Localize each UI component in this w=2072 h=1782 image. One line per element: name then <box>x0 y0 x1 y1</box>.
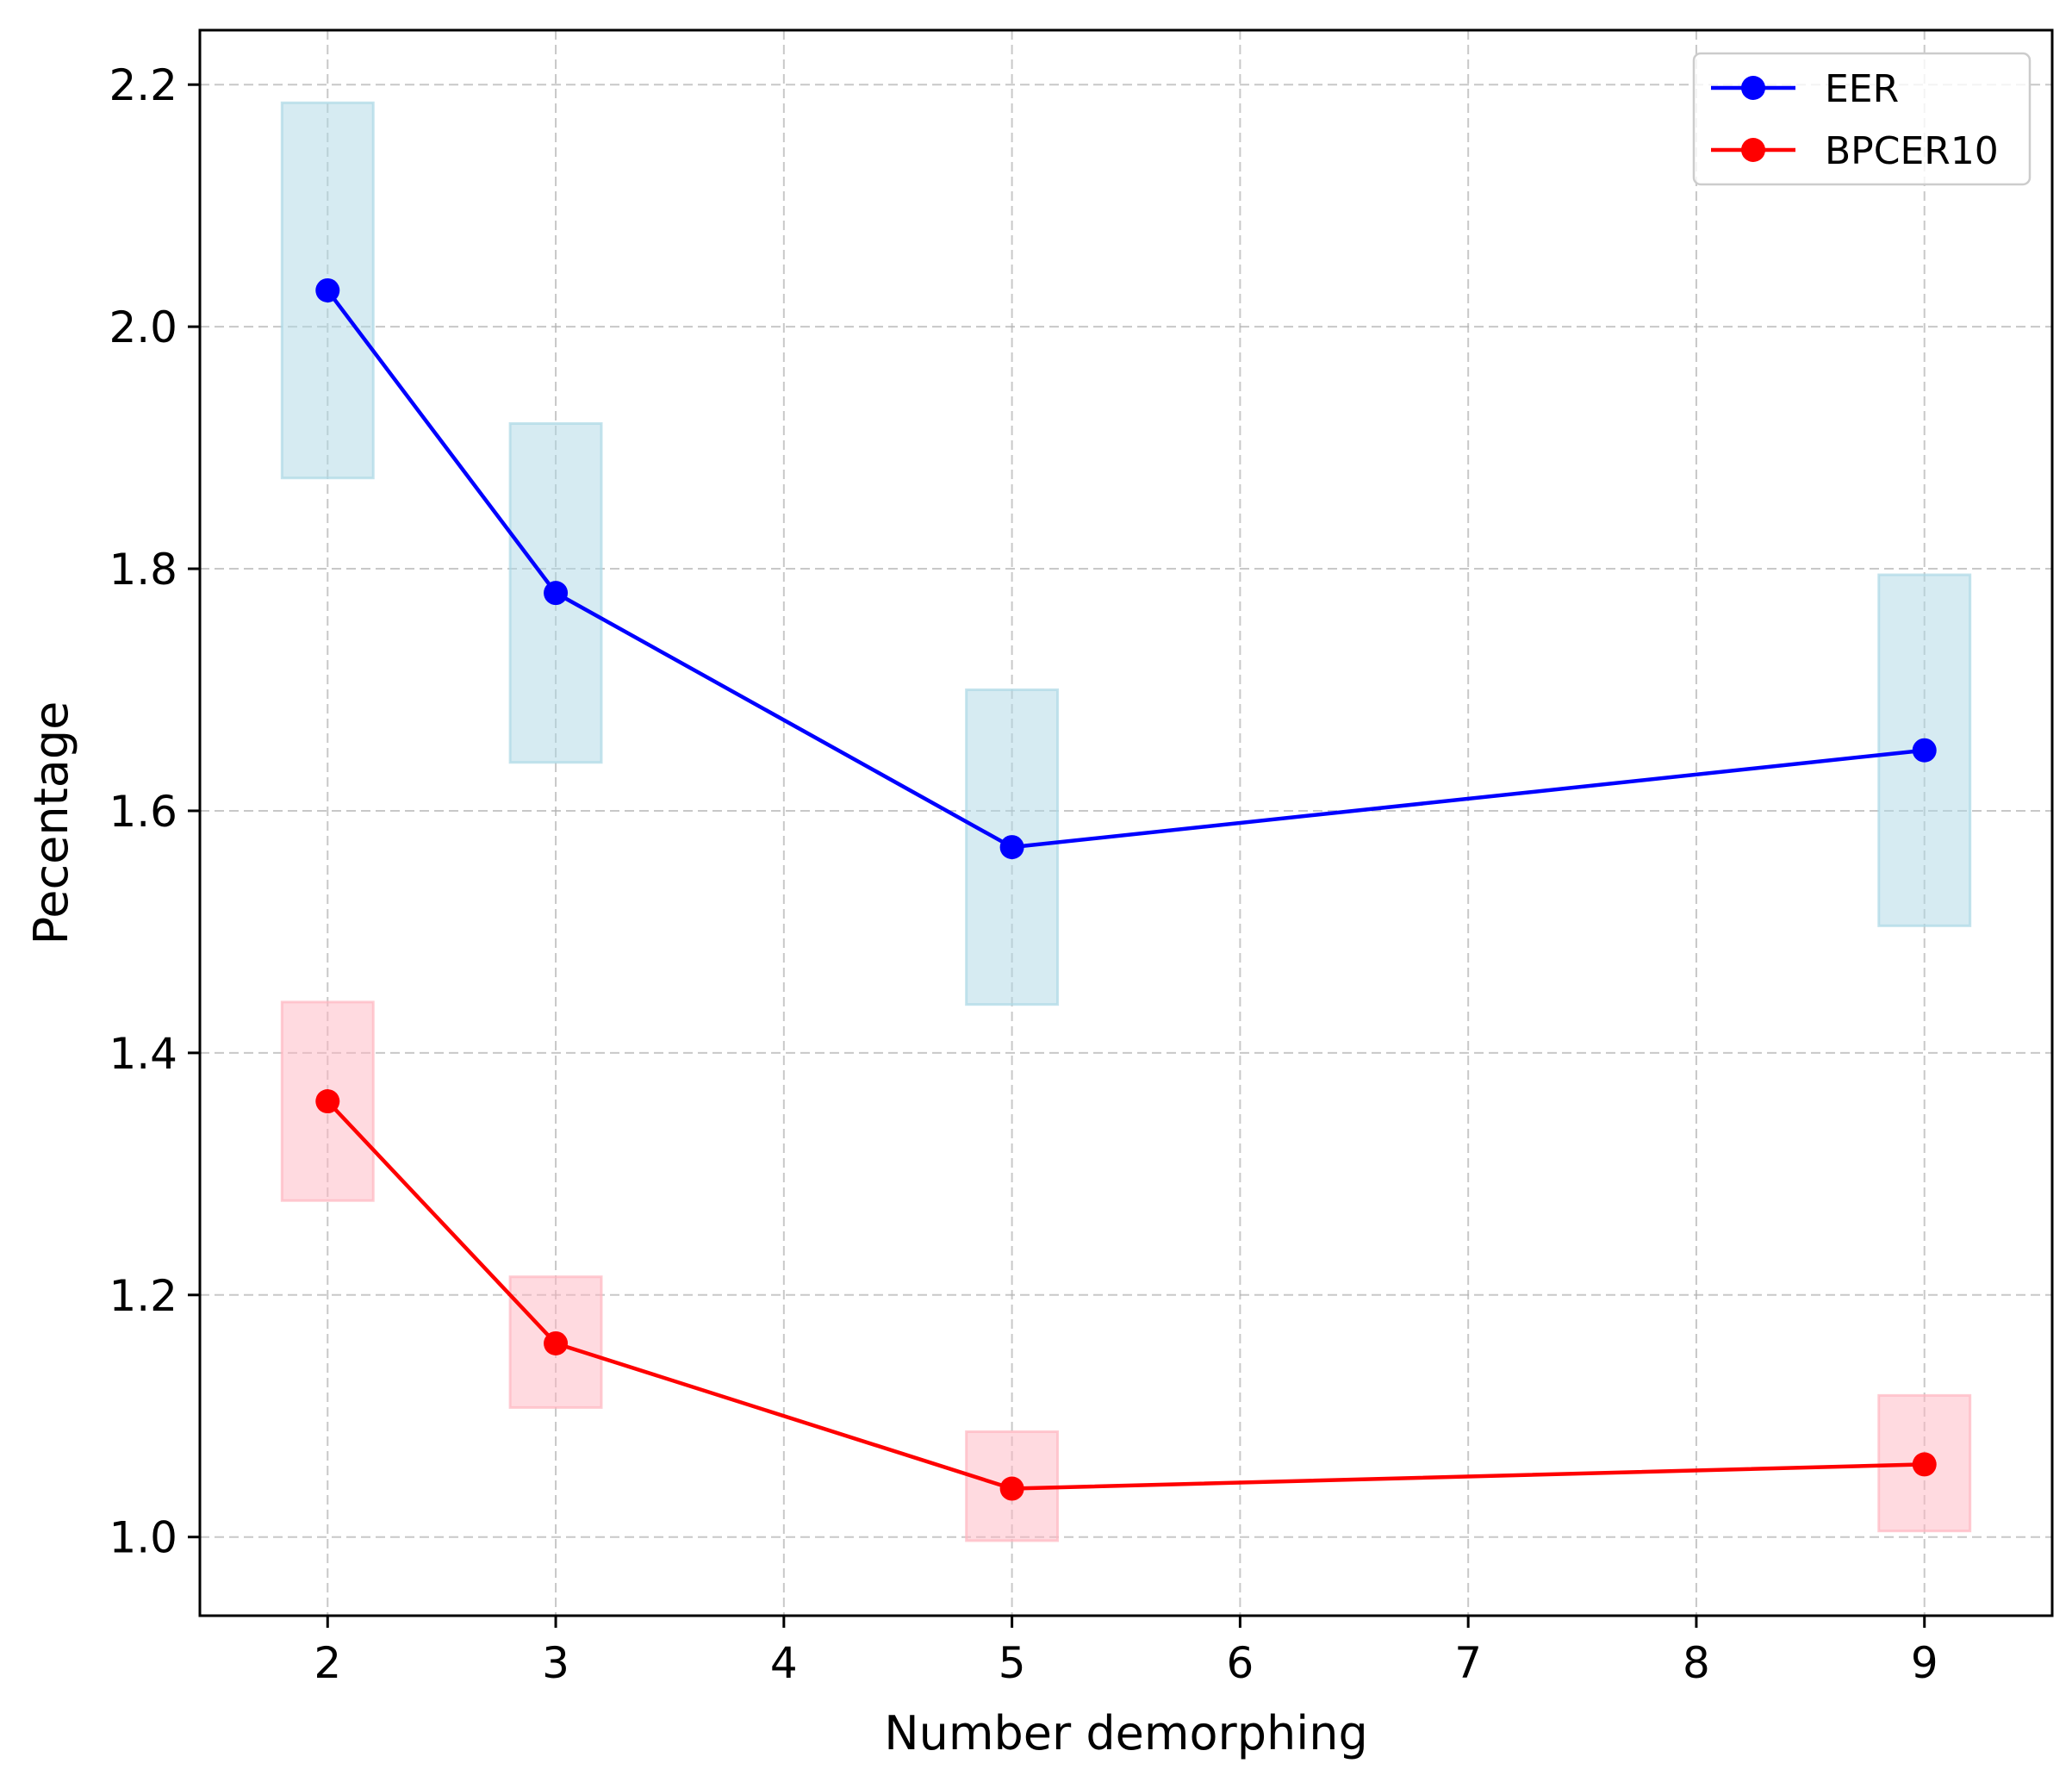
legend-eer-marker <box>1741 76 1765 100</box>
grid <box>200 30 2052 1616</box>
y-axis-label: Pecentage <box>24 701 78 945</box>
y-axis: 1.0 1.2 1.4 1.6 1.8 2.0 2.2 <box>109 60 200 1563</box>
y-tick-label: 1.6 <box>109 787 177 837</box>
legend-bpcer10-label: BPCER10 <box>1825 129 1999 173</box>
bpcer10-line <box>326 1100 1925 1491</box>
legend: EER BPCER10 <box>1692 52 2032 186</box>
eer-point <box>315 277 340 302</box>
y-tick-label: 2.0 <box>109 302 177 352</box>
legend-eer-label: EER <box>1825 67 1899 111</box>
eer-point <box>1912 738 1937 763</box>
eer-point <box>999 835 1024 860</box>
error-bands <box>280 101 1972 1542</box>
bpcer10-point <box>315 1089 340 1114</box>
x-tick-label: 8 <box>1683 1638 1710 1688</box>
x-tick-label: 4 <box>770 1638 798 1688</box>
x-tick-label: 3 <box>542 1638 569 1688</box>
y-tick-label: 2.2 <box>109 60 177 110</box>
series-lines <box>326 289 1925 1491</box>
y-tick-label: 1.4 <box>109 1029 177 1079</box>
eer-point <box>544 581 569 606</box>
x-tick-label: 5 <box>999 1638 1026 1688</box>
y-tick-label: 1.0 <box>109 1513 177 1563</box>
x-tick-label: 9 <box>1911 1638 1938 1688</box>
x-tick-label: 6 <box>1226 1638 1254 1688</box>
eer-line <box>326 289 1925 850</box>
y-tick-label: 1.8 <box>109 545 177 595</box>
bpcer10-point <box>544 1330 569 1355</box>
bpcer10-point <box>999 1476 1024 1501</box>
axes-frame <box>198 28 2054 1617</box>
bpcer10-point <box>1912 1452 1937 1477</box>
x-axis-label: Number demorphing <box>884 1706 1367 1760</box>
x-tick-label: 2 <box>314 1638 341 1688</box>
y-tick-label: 1.2 <box>109 1271 177 1321</box>
series-points <box>315 277 1937 1501</box>
x-tick-label: 7 <box>1454 1638 1482 1688</box>
legend-bpcer10-marker <box>1741 138 1765 162</box>
x-axis: 2 3 4 5 6 7 8 9 <box>314 1616 1938 1688</box>
